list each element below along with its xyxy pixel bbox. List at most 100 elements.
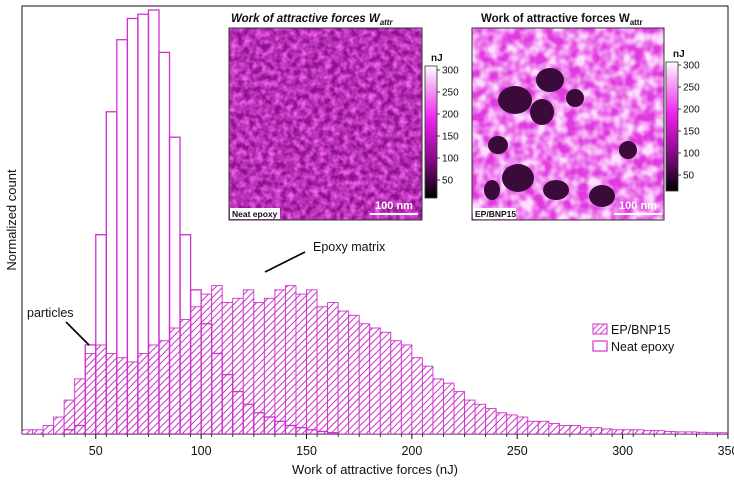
x-tick-label: 50 <box>89 444 103 458</box>
bar-ep-bnp15 <box>632 429 645 434</box>
colorbar-tick-label: 100 <box>683 149 700 160</box>
bar-ep-bnp15 <box>643 430 655 434</box>
bar-ep-bnp15 <box>421 365 434 434</box>
bar-ep-bnp15 <box>400 344 413 434</box>
colorbar-tick-label: 300 <box>442 66 459 77</box>
inset-neat-epoxy-colorbar-unit: nJ <box>431 53 443 64</box>
inset-neat-epoxy-map-frame <box>228 27 423 221</box>
bar-ep-bnp15 <box>179 319 192 434</box>
inset-neat-epoxy-label: Neat epoxy <box>232 209 278 219</box>
particle <box>589 185 615 207</box>
colorbar-tick-label: 200 <box>442 110 459 121</box>
bar-ep-bnp15 <box>95 344 107 434</box>
inset-ep-bnp15-colorbar-ticks: 300 250 200 150 100 50 <box>678 61 700 182</box>
bar-ep-bnp15 <box>211 285 223 434</box>
bar-ep-bnp15 <box>516 416 529 434</box>
annotation-particles-arrow <box>65 321 90 346</box>
bar-ep-bnp15 <box>664 431 676 434</box>
inset-ep-bnp15-colorbar <box>665 61 679 192</box>
legend-label-neat-epoxy: Neat epoxy <box>611 340 675 354</box>
colorbar-tick-label: 200 <box>683 105 700 116</box>
bar-ep-bnp15 <box>295 293 307 434</box>
bar-ep-bnp15 <box>537 420 550 434</box>
annotation-epoxy-matrix-arrow <box>264 251 306 273</box>
particle <box>530 99 554 125</box>
y-axis-label: Normalized count <box>4 169 19 271</box>
bar-ep-bnp15 <box>695 431 708 434</box>
bar-ep-bnp15 <box>443 382 455 434</box>
bar-ep-bnp15 <box>369 327 381 434</box>
series-neat-epoxy-bars <box>63 9 339 434</box>
colorbar-tick-label: 150 <box>683 127 700 138</box>
annotation-epoxy-matrix: Epoxy matrix <box>264 240 386 273</box>
bar-ep-bnp15 <box>358 323 371 434</box>
inset-ep-bnp15-map-frame <box>471 27 665 221</box>
x-tick-label: 100 <box>191 444 212 458</box>
bar-ep-bnp15 <box>506 414 518 434</box>
particle <box>498 86 532 114</box>
bar-ep-bnp15 <box>622 429 634 434</box>
colorbar-tick-label: 100 <box>442 154 459 165</box>
x-tick-label: 300 <box>612 444 633 458</box>
particle <box>488 136 508 154</box>
bar-ep-bnp15 <box>474 403 487 434</box>
x-tick-label: 350 <box>718 444 734 458</box>
inset-ep-bnp15-particles <box>484 68 637 207</box>
bar-ep-bnp15 <box>495 412 508 434</box>
bar-ep-bnp15 <box>485 408 497 434</box>
bar-neat-epoxy <box>326 432 339 434</box>
legend-swatch-ep-bnp15 <box>592 323 608 335</box>
bar-ep-bnp15 <box>379 331 392 434</box>
inset-neat-epoxy: Work of attractive forces Wattr Neat epo… <box>228 13 459 221</box>
inset-ep-bnp15-title: Work of attractive forces Wattr <box>481 13 643 27</box>
particle <box>619 141 637 159</box>
bar-ep-bnp15 <box>590 427 603 434</box>
bar-ep-bnp15 <box>337 310 350 434</box>
bar-ep-bnp15 <box>558 425 571 434</box>
colorbar-tick-label: 50 <box>442 176 454 187</box>
legend: EP/BNP15 Neat epoxy <box>592 323 675 354</box>
bar-ep-bnp15 <box>611 429 624 434</box>
inset-ep-bnp15-label: EP/BNP15 <box>475 209 516 219</box>
colorbar-tick-label: 250 <box>442 88 459 99</box>
bar-ep-bnp15 <box>464 399 476 434</box>
x-tick-label: 200 <box>401 444 422 458</box>
bar-ep-bnp15 <box>253 302 265 434</box>
inset-neat-epoxy-title: Work of attractive forces Wattr <box>231 13 393 27</box>
bar-ep-bnp15 <box>32 429 44 434</box>
bar-ep-bnp15 <box>169 327 181 434</box>
x-tick-label: 150 <box>296 444 317 458</box>
bar-ep-bnp15 <box>116 357 128 434</box>
bar-ep-bnp15 <box>601 428 613 434</box>
colorbar-tick-label: 50 <box>683 171 695 182</box>
bar-ep-bnp15 <box>242 289 255 434</box>
inset-ep-bnp15-scalebar-label: 100 nm <box>619 200 657 212</box>
bar-ep-bnp15 <box>432 378 444 434</box>
bar-ep-bnp15 <box>126 361 139 434</box>
bar-ep-bnp15 <box>527 420 539 434</box>
inset-neat-epoxy-scalebar-label: 100 nm <box>375 200 413 212</box>
legend-label-ep-bnp15: EP/BNP15 <box>611 323 671 337</box>
bar-ep-bnp15 <box>327 302 339 434</box>
inset-neat-epoxy-label-box <box>230 208 280 219</box>
inset-ep-bnp15-label-box <box>473 208 516 219</box>
bar-ep-bnp15 <box>53 416 65 434</box>
bar-ep-bnp15 <box>221 302 234 434</box>
bar-ep-bnp15 <box>63 399 76 434</box>
bar-ep-bnp15 <box>569 425 581 434</box>
bar-ep-bnp15 <box>147 344 160 434</box>
bar-ep-bnp15 <box>105 352 118 434</box>
bar-ep-bnp15 <box>137 352 149 434</box>
bar-ep-bnp15 <box>653 430 666 434</box>
x-axis: 50 100 150 200 250 300 350 <box>42 434 734 458</box>
inset-neat-epoxy-colorbar <box>424 65 438 199</box>
colorbar-tick-label: 150 <box>442 132 459 143</box>
x-axis-label: Work of attractive forces (nJ) <box>292 462 458 477</box>
particle <box>566 89 584 107</box>
colorbar-tick-label: 250 <box>683 83 700 94</box>
particle <box>502 164 534 192</box>
bar-ep-bnp15 <box>42 425 55 434</box>
inset-ep-bnp15-colorbar-unit: nJ <box>673 49 685 60</box>
inset-neat-epoxy-colorbar-ticks: 300 250 200 150 100 50 <box>437 66 459 187</box>
